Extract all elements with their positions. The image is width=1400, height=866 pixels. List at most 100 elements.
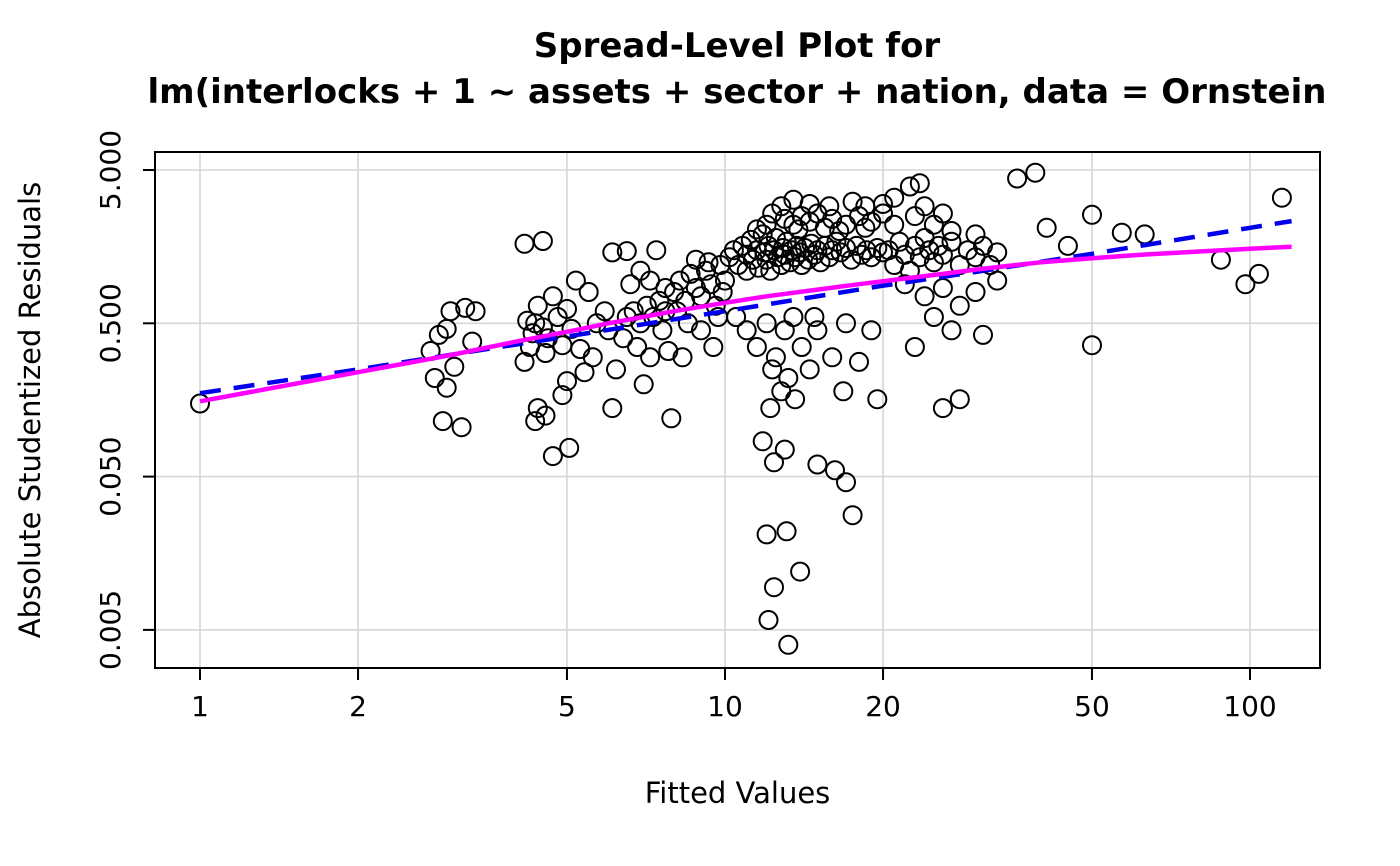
data-point	[535, 343, 556, 363]
data-point	[455, 297, 476, 318]
x-tick-label: 10	[707, 690, 743, 723]
data-point	[923, 307, 944, 327]
data-point	[873, 194, 893, 214]
data-point	[527, 295, 548, 316]
data-point	[440, 301, 461, 322]
data-point	[923, 214, 944, 235]
data-point	[1248, 263, 1269, 284]
data-point	[703, 337, 724, 357]
data-point	[765, 228, 786, 248]
data-point	[833, 381, 854, 402]
data-point	[565, 270, 586, 291]
data-point	[756, 313, 777, 334]
data-point	[740, 229, 761, 250]
data-point	[822, 208, 843, 229]
data-point	[522, 323, 543, 344]
data-point	[432, 411, 453, 432]
grid-lines	[155, 152, 1320, 668]
data-point	[941, 231, 962, 252]
data-point	[630, 260, 651, 281]
data-point	[557, 299, 577, 319]
data-point	[436, 377, 457, 398]
data-point	[756, 214, 777, 235]
data-point	[620, 274, 641, 295]
data-point	[899, 176, 920, 197]
data-point	[867, 238, 888, 258]
data-point	[190, 393, 210, 414]
data-point	[1057, 235, 1078, 256]
data-point	[514, 233, 535, 254]
data-point	[514, 351, 535, 372]
data-point	[771, 196, 792, 217]
data-point	[557, 371, 577, 392]
data-point	[752, 431, 773, 452]
data-point	[658, 341, 679, 361]
data-point	[532, 231, 553, 251]
data-point	[649, 290, 670, 311]
y-tick-label: 5.000	[94, 130, 127, 210]
data-point	[685, 249, 706, 270]
data-point	[527, 398, 548, 419]
data-point	[424, 368, 445, 388]
data-point	[736, 320, 757, 341]
data-point	[602, 398, 623, 419]
data-point	[574, 362, 595, 383]
data-point	[987, 270, 1008, 291]
data-point	[746, 219, 767, 240]
data-point	[941, 320, 962, 341]
data-point	[680, 263, 701, 284]
data-point	[594, 301, 615, 322]
data-point	[807, 454, 828, 475]
data-point	[1134, 224, 1155, 245]
data-point	[578, 282, 599, 302]
data-point	[914, 196, 935, 217]
data-point	[640, 347, 661, 368]
data-point	[919, 240, 940, 261]
data-point	[1235, 274, 1256, 295]
data-point	[949, 295, 970, 316]
data-points	[190, 162, 1292, 655]
data-point	[1025, 162, 1046, 183]
data-point	[965, 282, 986, 302]
data-point	[698, 252, 719, 273]
data-point	[884, 214, 905, 235]
data-point	[822, 347, 843, 368]
data-point	[807, 320, 828, 341]
data-point	[606, 359, 626, 380]
data-point	[661, 408, 682, 429]
data-point	[776, 521, 797, 542]
data-point	[760, 398, 781, 419]
data-point	[790, 561, 811, 582]
data-point	[535, 405, 556, 426]
data-point	[861, 320, 882, 341]
data-point	[842, 191, 863, 212]
data-point	[804, 307, 825, 327]
data-point	[914, 286, 935, 307]
data-point	[672, 347, 693, 368]
data-point	[1082, 204, 1102, 225]
data-point	[973, 324, 993, 345]
data-point	[764, 577, 784, 598]
data-point	[894, 274, 915, 295]
data-point	[842, 505, 863, 526]
data-point	[715, 270, 735, 291]
data-point	[785, 389, 806, 410]
data-point	[1210, 249, 1231, 270]
data-point	[1007, 168, 1028, 189]
data-point	[559, 437, 580, 458]
data-point	[616, 241, 637, 262]
data-point	[525, 411, 546, 432]
y-axis: 5.000 0.500 0.050 0.005	[94, 130, 155, 670]
data-point	[829, 221, 850, 241]
data-point	[819, 196, 840, 217]
data-point	[1111, 222, 1132, 243]
data-point	[932, 278, 953, 298]
data-point	[932, 203, 953, 224]
data-point	[836, 313, 856, 334]
data-point	[726, 307, 747, 327]
x-axis-label: Fitted Values	[644, 776, 831, 810]
power-fit-line	[199, 218, 1292, 396]
x-tick-label: 2	[349, 690, 367, 723]
